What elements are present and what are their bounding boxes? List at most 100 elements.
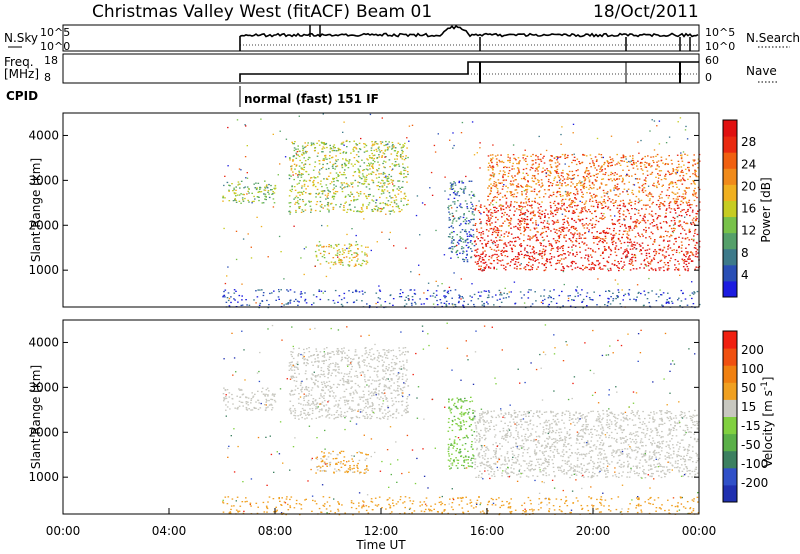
power-point-r5 <box>653 225 656 227</box>
velocity-point-r1 <box>386 354 388 357</box>
power-ground-point <box>486 296 489 299</box>
power-point-r6 <box>515 179 517 181</box>
power-noise-point <box>571 262 573 265</box>
nsky-tick-bottom: 10^0 <box>40 40 70 53</box>
power-point-r1 <box>297 145 299 147</box>
power-point-r4 <box>475 243 477 245</box>
power-ground-point <box>662 305 664 307</box>
power-point-r6 <box>545 175 548 178</box>
power-point-r4 <box>500 253 503 255</box>
power-noise-point <box>695 218 697 221</box>
power-point-r5 <box>681 226 683 228</box>
power-point-r5 <box>538 215 540 217</box>
power-point-r5 <box>626 236 628 238</box>
power-point-r2 <box>336 252 339 254</box>
velocity-point-r1 <box>318 361 320 363</box>
power-point-r0 <box>248 188 250 190</box>
power-point-r1 <box>386 178 389 180</box>
power-point-r3 <box>447 236 450 238</box>
power-ground-point <box>605 290 607 292</box>
velocity-point-r1 <box>377 356 379 358</box>
power-ground-point <box>400 296 403 298</box>
power-point-r4 <box>523 256 525 259</box>
power-noise-point <box>357 248 359 250</box>
power-ground-point <box>233 292 236 294</box>
power-point-r6 <box>538 191 540 193</box>
power-point-r1 <box>389 166 391 168</box>
power-noise-point <box>520 263 522 265</box>
power-point-r4 <box>689 255 691 257</box>
power-point-r3 <box>457 218 460 220</box>
power-point-r6 <box>692 194 695 197</box>
power-point-r6 <box>645 194 648 196</box>
power-point-r6 <box>658 195 660 197</box>
power-point-r6 <box>664 163 666 166</box>
power-point-r6 <box>657 182 659 184</box>
power-noise-point <box>351 228 353 230</box>
velocity-point-r1 <box>332 383 335 386</box>
power-point-r6 <box>517 183 520 185</box>
power-point-r6 <box>649 166 652 168</box>
power-point-r5 <box>606 227 609 229</box>
power-point-r1 <box>403 159 406 161</box>
power-point-r4 <box>675 240 677 243</box>
power-point-r6 <box>609 190 612 192</box>
power-ground-point <box>496 299 499 301</box>
power-point-r1 <box>390 210 393 212</box>
power-point-r0 <box>272 191 274 193</box>
velocity-point-r1 <box>323 395 325 397</box>
power-point-r5 <box>691 211 694 213</box>
power-point-r6 <box>522 154 524 156</box>
power-point-r4 <box>598 241 600 243</box>
power-ground-point <box>534 291 536 293</box>
power-point-r1 <box>345 183 348 185</box>
power-point-r1 <box>347 184 349 186</box>
power-ground-point <box>540 295 542 297</box>
power-point-r0 <box>258 199 260 202</box>
power-point-r6 <box>692 173 694 175</box>
power-point-r5 <box>580 210 583 212</box>
power-point-r6 <box>559 194 562 196</box>
power-point-r4 <box>474 249 476 252</box>
power-point-r5 <box>480 232 482 234</box>
power-point-r5 <box>489 219 491 221</box>
power-point-r6 <box>636 168 639 170</box>
power-point-r6 <box>682 198 685 200</box>
power-point-r4 <box>636 242 639 244</box>
power-noise-point <box>325 245 328 248</box>
power-ground-point <box>694 292 696 294</box>
power-point-r1 <box>302 180 305 182</box>
velocity-point-r1 <box>398 378 400 380</box>
power-point-r6 <box>534 177 536 179</box>
power-point-r5 <box>649 223 652 225</box>
power-point-r5 <box>479 206 482 208</box>
power-point-r6 <box>678 166 680 168</box>
power-ground-point <box>324 290 326 292</box>
power-point-r6 <box>598 187 601 189</box>
power-point-r5 <box>510 227 512 229</box>
power-point-r6 <box>638 187 641 189</box>
power-point-r4 <box>542 248 545 250</box>
power-ground-point <box>692 303 695 305</box>
velocity-point-r1 <box>292 364 295 366</box>
power-point-r6 <box>649 173 652 175</box>
power-point-r4 <box>685 251 688 253</box>
power-point-r3 <box>462 241 465 243</box>
power-point-r3 <box>473 193 475 196</box>
power-point-r5 <box>596 205 599 207</box>
velocity-point-r1 <box>295 380 298 382</box>
power-point-r1 <box>305 170 307 173</box>
power-ground-point <box>392 298 395 300</box>
power-point-r5 <box>662 204 665 206</box>
power-point-r1 <box>332 178 335 180</box>
power-point-r1 <box>400 156 402 159</box>
power-point-r5 <box>600 212 603 215</box>
cpid-text: normal (fast) 151 IF <box>244 92 379 106</box>
power-point-r6 <box>609 189 612 191</box>
power-point-r5 <box>583 237 586 239</box>
power-point-r4 <box>658 269 661 271</box>
power-point-r1 <box>314 185 317 188</box>
power-ground-point <box>483 305 485 307</box>
velocity-point-r1 <box>319 376 321 378</box>
power-point-r1 <box>343 162 346 164</box>
